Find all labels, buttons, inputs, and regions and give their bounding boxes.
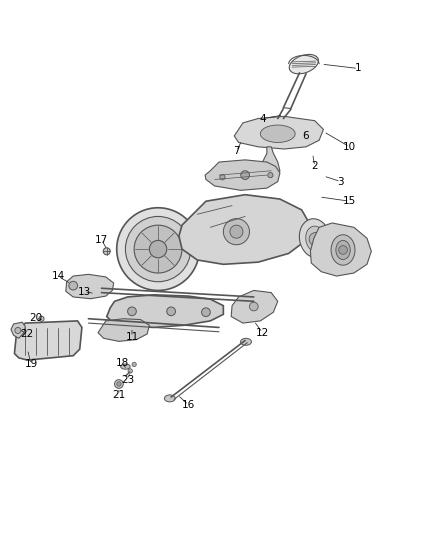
Polygon shape [205, 160, 280, 190]
Circle shape [103, 248, 110, 255]
Circle shape [201, 308, 210, 317]
Polygon shape [14, 321, 82, 360]
Text: 4: 4 [259, 114, 266, 124]
Ellipse shape [331, 235, 355, 265]
Text: 16: 16 [182, 400, 195, 410]
Text: 21: 21 [112, 390, 126, 400]
Circle shape [127, 307, 136, 316]
Ellipse shape [306, 226, 325, 252]
Text: 14: 14 [51, 271, 64, 281]
Ellipse shape [260, 125, 295, 142]
Text: 10: 10 [343, 142, 356, 152]
Polygon shape [311, 223, 371, 276]
Text: 17: 17 [95, 235, 108, 245]
Ellipse shape [120, 364, 130, 369]
Ellipse shape [94, 287, 105, 294]
Circle shape [167, 307, 176, 316]
Text: 3: 3 [338, 176, 344, 187]
Ellipse shape [299, 219, 330, 257]
Text: 6: 6 [303, 131, 309, 141]
Polygon shape [260, 147, 280, 182]
Ellipse shape [289, 54, 318, 74]
Ellipse shape [249, 295, 260, 303]
Circle shape [128, 369, 132, 373]
Polygon shape [107, 295, 223, 327]
Circle shape [115, 379, 123, 389]
Ellipse shape [336, 240, 350, 260]
Text: 13: 13 [78, 287, 91, 297]
Circle shape [250, 302, 258, 311]
Circle shape [230, 225, 243, 238]
Text: 19: 19 [25, 359, 38, 369]
Circle shape [15, 327, 21, 334]
Text: 20: 20 [30, 313, 43, 323]
Circle shape [339, 246, 347, 254]
Circle shape [117, 382, 121, 386]
Polygon shape [98, 319, 149, 341]
Polygon shape [66, 274, 114, 298]
Text: 7: 7 [233, 146, 240, 156]
Circle shape [125, 216, 191, 282]
Text: 23: 23 [121, 375, 134, 385]
Circle shape [268, 173, 273, 177]
Text: 11: 11 [125, 332, 138, 342]
Circle shape [220, 175, 225, 180]
Circle shape [223, 219, 250, 245]
Polygon shape [231, 290, 278, 323]
Circle shape [39, 316, 44, 321]
Text: 18: 18 [116, 358, 129, 368]
Polygon shape [11, 322, 25, 338]
Text: 2: 2 [311, 161, 318, 172]
Circle shape [149, 240, 167, 258]
Circle shape [134, 225, 182, 273]
Polygon shape [179, 195, 311, 264]
Text: 1: 1 [355, 63, 362, 74]
Circle shape [132, 362, 136, 367]
Polygon shape [234, 116, 323, 149]
Text: 22: 22 [20, 329, 33, 339]
Circle shape [309, 232, 322, 246]
Text: 12: 12 [256, 328, 269, 337]
Ellipse shape [240, 338, 251, 345]
Ellipse shape [164, 395, 175, 402]
Circle shape [117, 208, 199, 290]
Text: 15: 15 [343, 196, 356, 206]
Circle shape [69, 281, 78, 290]
Circle shape [241, 171, 250, 180]
